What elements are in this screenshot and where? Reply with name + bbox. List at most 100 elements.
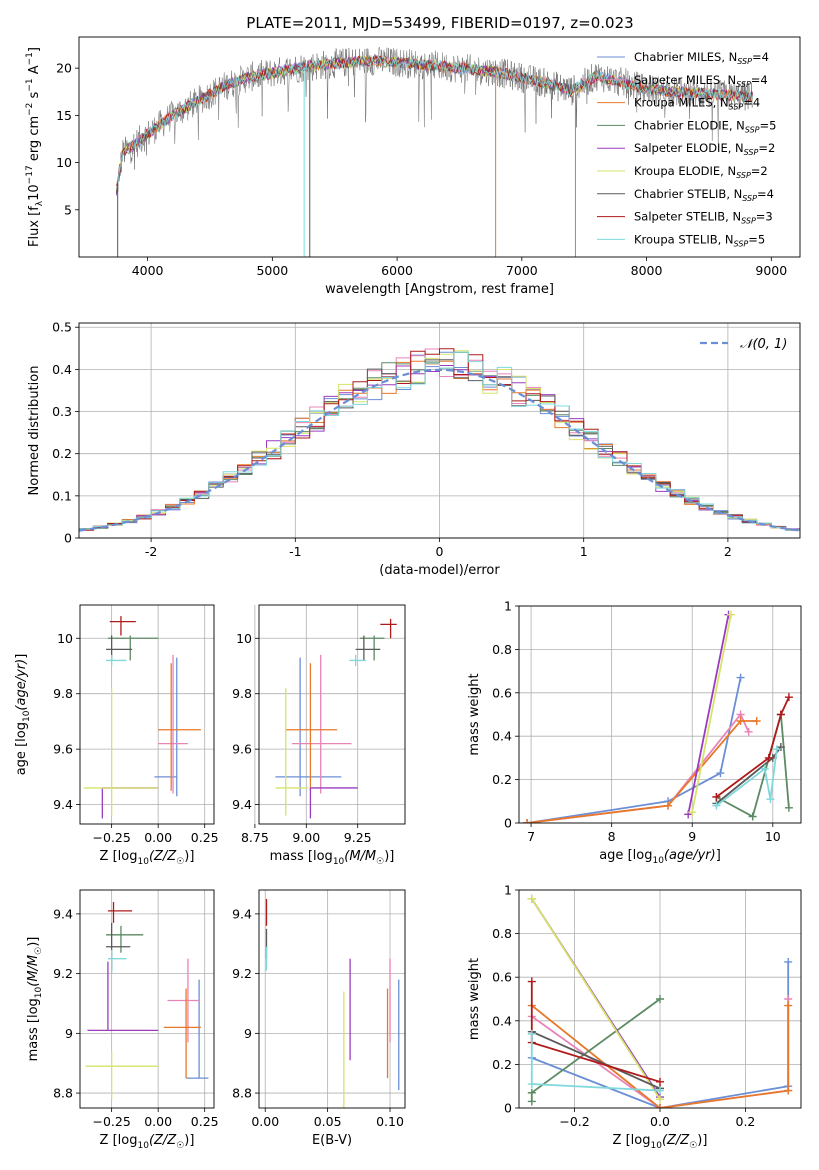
weight-point-kroupa-elodie xyxy=(656,1095,664,1104)
label-sub: 10 xyxy=(137,857,149,867)
weight-point-salpeter-stelib xyxy=(784,693,793,702)
x-tick-label: 9 xyxy=(688,829,696,844)
label-sub: λ xyxy=(35,200,45,206)
legend-text: Kroupa STELIB, N xyxy=(634,232,734,246)
y-tick-label: 0 xyxy=(504,1101,512,1116)
x-tick-label: 8 xyxy=(608,829,616,844)
legend-text: Kroupa ELODIE, N xyxy=(634,164,736,178)
y-tick-label: 9.6 xyxy=(53,742,73,757)
axes-frame xyxy=(78,36,801,258)
label-part: (age/yr) xyxy=(14,659,29,711)
marks-Z-age xyxy=(83,616,201,819)
weight-line-kroupa-miles xyxy=(531,1004,790,1108)
label-part: Flux [f xyxy=(27,206,42,247)
axes-frame xyxy=(258,604,406,825)
weight-point-salpeter-elodie xyxy=(684,810,693,819)
y-tick-label: 1 xyxy=(504,883,512,898)
x-tick-label: 0.00 xyxy=(251,1114,279,1129)
errorbar-kroupa-miles xyxy=(163,988,201,1079)
weight-point-kroupa-elodie xyxy=(688,808,697,817)
y-tick-label: 8.8 xyxy=(232,1086,252,1101)
x-tick-label: 6000 xyxy=(381,263,413,278)
y-axis-label: mass weight xyxy=(467,673,482,755)
errorbar-kroupa-stelib xyxy=(107,949,127,974)
weight-line-chabrier-elodie xyxy=(715,714,790,818)
weight-point-salpeter-stelib xyxy=(776,710,785,719)
y-tick-label: 9 xyxy=(244,1026,252,1041)
weight-point-salpeter-stelib xyxy=(764,753,773,762)
legend-text: Kroupa MILES, N xyxy=(634,96,729,110)
x-tick-label: 0.25 xyxy=(191,1114,219,1129)
x-tick-label: 9.00 xyxy=(292,830,320,845)
label-part: )] xyxy=(697,1133,707,1148)
legend-label-kroupa-miles: Kroupa MILES, NSSP=4 xyxy=(634,96,760,112)
weight-point-kroupa-stelib xyxy=(656,1086,664,1095)
weight-line-kroupa-miles xyxy=(526,720,757,823)
errorbar-chabrier-stelib xyxy=(355,635,381,661)
marks-mass-age xyxy=(275,618,397,819)
weight-point-kroupa-stelib xyxy=(772,745,781,754)
marks-ebv-mass xyxy=(265,898,400,1108)
label-part: mass [log xyxy=(26,998,41,1061)
errorbar-salpeter-miles xyxy=(167,958,200,1043)
weight-line-kroupa-elodie xyxy=(531,898,661,1100)
label-part: (M/M xyxy=(26,955,41,987)
legend-text: =4 xyxy=(743,96,760,110)
weight-point-chabrier-elodie xyxy=(656,995,664,1003)
legend-text: =4 xyxy=(757,187,774,201)
y-tick-label: 0.2 xyxy=(492,772,512,787)
label-sub: ☉ xyxy=(176,1141,184,1151)
x-tick-label: 4000 xyxy=(132,263,164,278)
legend-sub: SSP xyxy=(745,125,760,134)
y-tick-label: 10 xyxy=(57,631,73,646)
label-sub: ☉ xyxy=(689,1141,697,1151)
figure-title: PLATE=2011, MJD=53499, FIBERID=0197, z=0… xyxy=(246,14,633,32)
label-sub: 10 xyxy=(650,1141,662,1151)
label-part: )] xyxy=(184,849,194,864)
label-sup: −1 xyxy=(25,52,35,65)
weight-line-kroupa-elodie xyxy=(691,614,732,813)
label-sub: ☉ xyxy=(34,947,44,955)
y-tick-label: 9.2 xyxy=(53,966,73,981)
legend-sub: SSP xyxy=(742,194,757,203)
weight-point-kroupa-stelib xyxy=(760,764,769,773)
y-tick-label: 9.2 xyxy=(232,966,252,981)
y-axis-label: mass weight xyxy=(467,958,482,1040)
weight-point-kroupa-elodie xyxy=(726,610,735,619)
axes-frame xyxy=(78,322,801,539)
legend-text: =5 xyxy=(760,118,777,132)
x-tick-label: 0.0 xyxy=(650,1114,670,1129)
y-tick-label: 0.8 xyxy=(492,926,512,941)
y-tick-label: 20 xyxy=(56,61,72,76)
spectrum-model-chabrier-elodie xyxy=(116,55,753,195)
label-part: 10 xyxy=(27,184,42,201)
label-part: erg cm xyxy=(27,116,42,165)
label-sub: 10 xyxy=(22,710,32,722)
weight-point-chabrier-stelib xyxy=(776,743,785,752)
x-axis-label: E(B-V) xyxy=(312,1133,352,1148)
legend-label-chabrier-miles: Chabrier MILES, NSSP=4 xyxy=(634,50,769,66)
normal-curve xyxy=(79,368,800,532)
histogram-salpeter-stelib xyxy=(79,348,800,532)
errorbar-kroupa-elodie xyxy=(275,688,309,816)
x-tick-label: 0 xyxy=(436,544,444,559)
weight-point-salpeter-miles xyxy=(744,727,753,736)
weight-point-kroupa-elodie xyxy=(527,894,536,903)
weight-point-chabrier-miles xyxy=(736,673,745,682)
marks-spectrum xyxy=(116,46,753,257)
legend-label-salpeter-stelib: Salpeter STELIB, NSSP=3 xyxy=(634,210,773,226)
legend-label-salpeter-miles: Salpeter MILES, NSSP=4 xyxy=(634,73,768,89)
y-tick-label: 10 xyxy=(236,631,252,646)
label-part: (Z/Z xyxy=(149,849,177,864)
weight-point-kroupa-miles xyxy=(523,819,532,823)
x-tick-label: 8000 xyxy=(631,263,663,278)
weight-point-kroupa-miles xyxy=(752,717,761,726)
y-tick-label: 0.8 xyxy=(492,642,512,657)
y-axis-label: Flux [fλ10−17 erg cm−2 s−1 A−1] xyxy=(25,47,45,247)
errorbar-salpeter-stelib xyxy=(107,901,133,923)
x-tick-label: −0.25 xyxy=(92,1114,130,1129)
label-part: Z [log xyxy=(100,849,138,864)
label-part: s xyxy=(27,91,42,102)
y-tick-label: 0.4 xyxy=(492,1013,512,1028)
